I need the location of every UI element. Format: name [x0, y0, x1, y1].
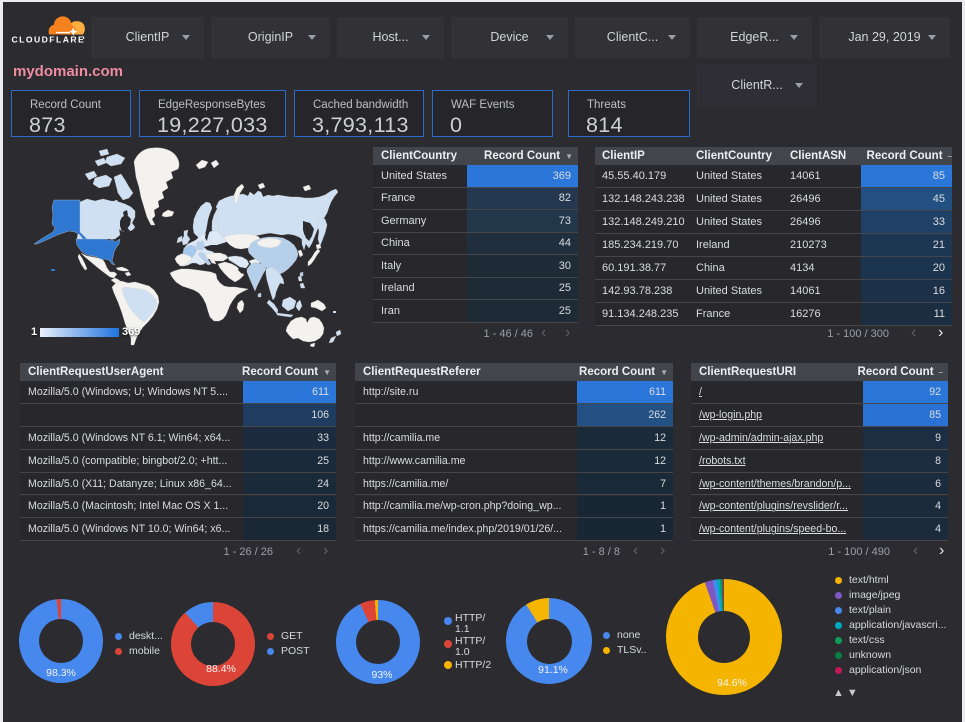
svg-text:CLOUDFLARE: CLOUDFLARE — [12, 34, 86, 44]
